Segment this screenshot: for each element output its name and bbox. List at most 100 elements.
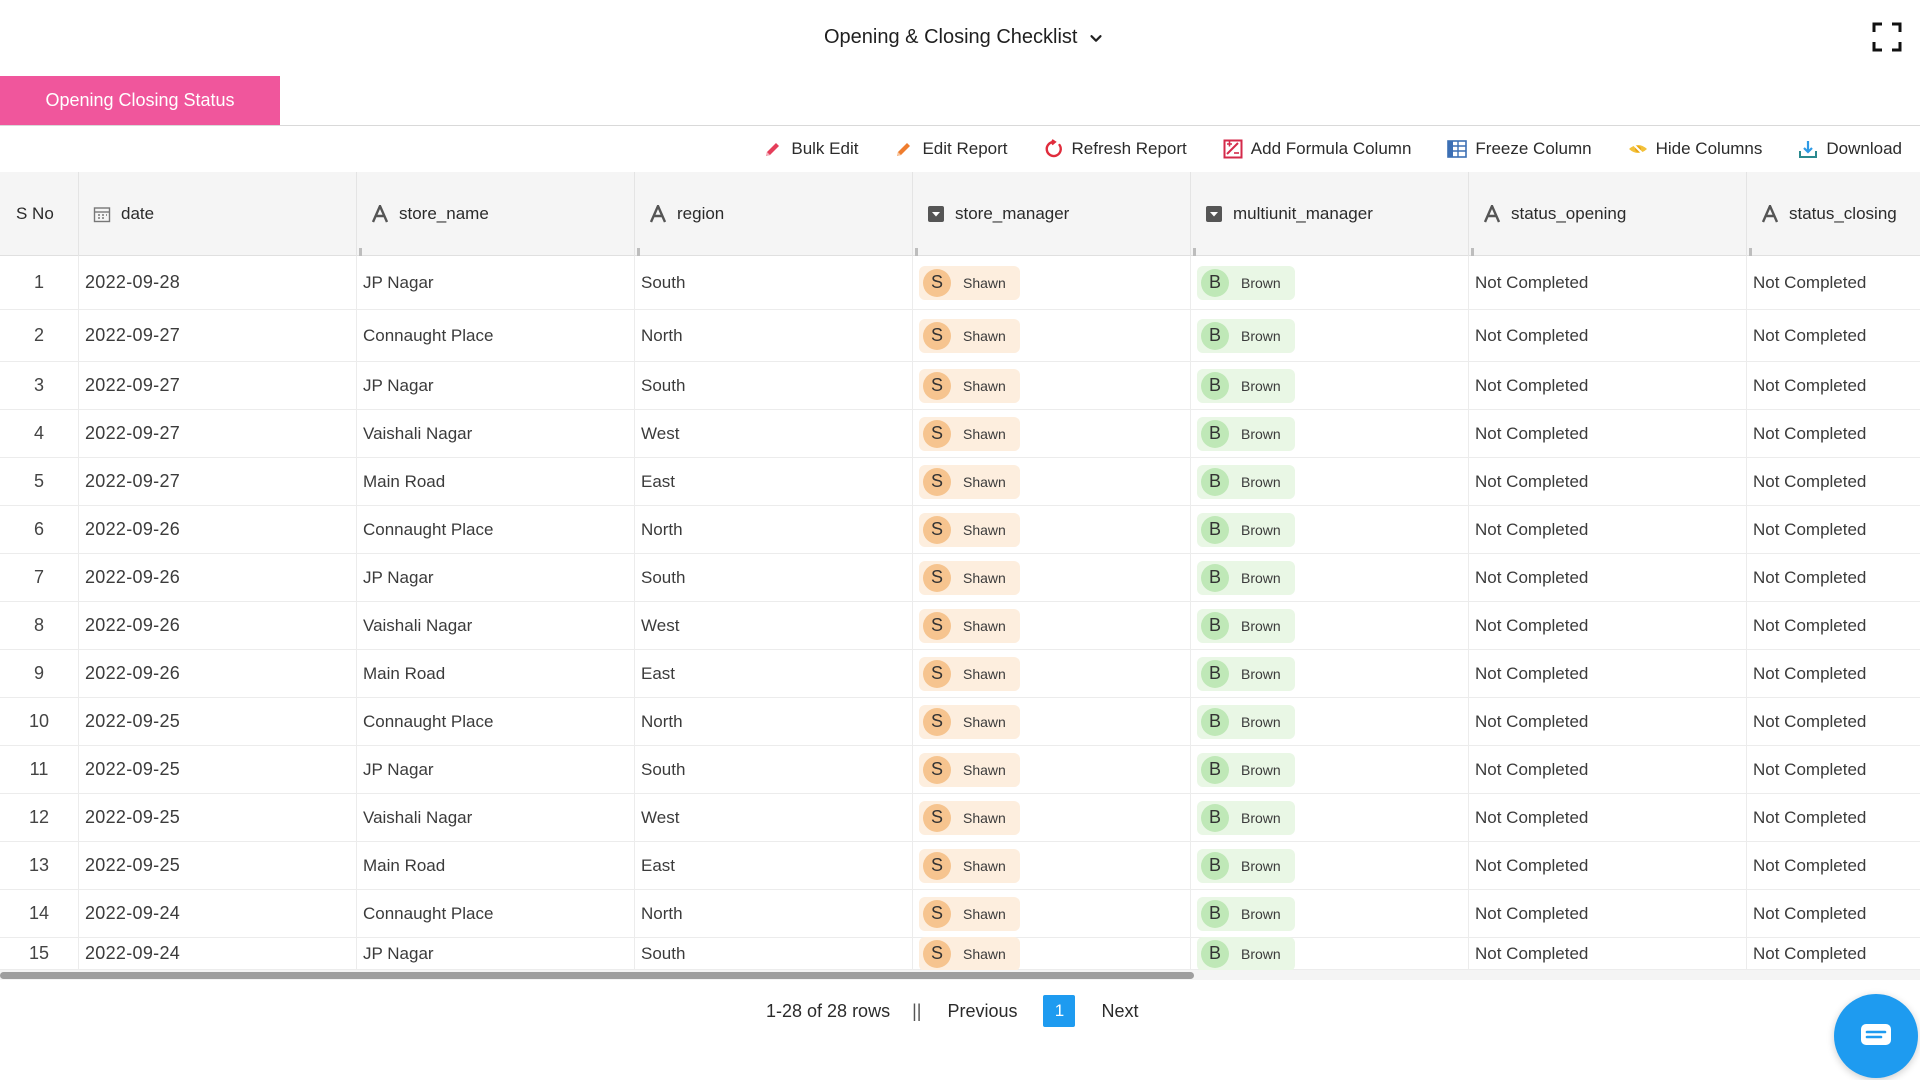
cell-store-name[interactable]: JP Nagar bbox=[356, 938, 634, 969]
table-row[interactable]: 11 2022-09-25 JP Nagar South S Shawn B Brown Not… bbox=[0, 746, 1920, 794]
cell-sno[interactable]: 8 bbox=[0, 602, 78, 649]
cell-store-manager[interactable]: S Shawn bbox=[912, 842, 1190, 889]
edit-report-button[interactable]: Edit Report bbox=[894, 139, 1008, 159]
cell-store-name[interactable]: Connaught Place bbox=[356, 698, 634, 745]
cell-store-manager[interactable]: S Shawn bbox=[912, 890, 1190, 937]
cell-sno[interactable]: 5 bbox=[0, 458, 78, 505]
cell-status-closing[interactable]: Not Completed bbox=[1746, 650, 1920, 697]
cell-store-manager[interactable]: S Shawn bbox=[912, 362, 1190, 409]
cell-store-name[interactable]: Vaishali Nagar bbox=[356, 602, 634, 649]
user-chip[interactable]: B Brown bbox=[1197, 512, 1295, 547]
cell-status-closing[interactable]: Not Completed bbox=[1746, 698, 1920, 745]
table-row[interactable]: 4 2022-09-27 Vaishali Nagar West S Shawn B Brow… bbox=[0, 410, 1920, 458]
cell-store-name[interactable]: JP Nagar bbox=[356, 362, 634, 409]
cell-region[interactable]: South bbox=[634, 362, 912, 409]
cell-multiunit-manager[interactable]: B Brown bbox=[1190, 650, 1468, 697]
cell-store-manager[interactable]: S Shawn bbox=[912, 746, 1190, 793]
column-header-status-closing[interactable]: status_closing bbox=[1746, 172, 1920, 256]
report-selector[interactable]: Opening & Closing Checklist bbox=[824, 26, 1105, 49]
user-chip[interactable]: B Brown bbox=[1197, 464, 1295, 499]
user-chip[interactable]: S Shawn bbox=[919, 656, 1020, 691]
column-resize-handle[interactable] bbox=[1471, 248, 1474, 256]
cell-date[interactable]: 2022-09-24 bbox=[78, 938, 356, 969]
column-resize-handle[interactable] bbox=[1749, 248, 1752, 256]
cell-store-name[interactable]: Main Road bbox=[356, 650, 634, 697]
cell-region[interactable]: South bbox=[634, 554, 912, 601]
user-chip[interactable]: B Brown bbox=[1197, 656, 1295, 691]
cell-region[interactable]: West bbox=[634, 602, 912, 649]
column-resize-handle[interactable] bbox=[915, 248, 918, 256]
cell-sno[interactable]: 14 bbox=[0, 890, 78, 937]
next-page-button[interactable]: Next bbox=[1101, 1000, 1139, 1021]
table-row[interactable]: 12 2022-09-25 Vaishali Nagar West S Shawn B Bro… bbox=[0, 794, 1920, 842]
cell-store-name[interactable]: Main Road bbox=[356, 458, 634, 505]
column-header-status-opening[interactable]: status_opening bbox=[1468, 172, 1746, 256]
table-row[interactable]: 10 2022-09-25 Connaught Place North S Shawn B B… bbox=[0, 698, 1920, 746]
cell-multiunit-manager[interactable]: B Brown bbox=[1190, 698, 1468, 745]
previous-page-button[interactable]: Previous bbox=[947, 1000, 1018, 1021]
table-row[interactable]: 13 2022-09-25 Main Road East S Shawn B Brown Not… bbox=[0, 842, 1920, 890]
user-chip[interactable]: S Shawn bbox=[919, 416, 1020, 451]
cell-status-closing[interactable]: Not Completed bbox=[1746, 842, 1920, 889]
cell-region[interactable]: West bbox=[634, 794, 912, 841]
table-row[interactable]: 1 2022-09-28 JP Nagar South S Shawn B Brown Not … bbox=[0, 256, 1920, 310]
tab-opening-closing-status[interactable]: Opening Closing Status bbox=[0, 76, 280, 125]
cell-store-manager[interactable]: S Shawn bbox=[912, 458, 1190, 505]
cell-sno[interactable]: 15 bbox=[0, 938, 78, 969]
cell-status-opening[interactable]: Not Completed bbox=[1468, 698, 1746, 745]
cell-multiunit-manager[interactable]: B Brown bbox=[1190, 458, 1468, 505]
cell-date[interactable]: 2022-09-27 bbox=[78, 362, 356, 409]
cell-sno[interactable]: 12 bbox=[0, 794, 78, 841]
cell-status-closing[interactable]: Not Completed bbox=[1746, 362, 1920, 409]
cell-store-name[interactable]: Vaishali Nagar bbox=[356, 410, 634, 457]
download-button[interactable]: Download bbox=[1798, 139, 1902, 159]
user-chip[interactable]: B Brown bbox=[1197, 896, 1295, 931]
cell-region[interactable]: West bbox=[634, 410, 912, 457]
column-header-store-manager[interactable]: store_manager bbox=[912, 172, 1190, 256]
column-resize-handle[interactable] bbox=[359, 248, 362, 256]
cell-status-closing[interactable]: Not Completed bbox=[1746, 602, 1920, 649]
cell-status-opening[interactable]: Not Completed bbox=[1468, 602, 1746, 649]
table-row[interactable]: 15 2022-09-24 JP Nagar South S Shawn B Brown Not… bbox=[0, 936, 1920, 971]
cell-store-name[interactable]: JP Nagar bbox=[356, 554, 634, 601]
freeze-column-button[interactable]: Freeze Column bbox=[1447, 139, 1592, 159]
cell-multiunit-manager[interactable]: B Brown bbox=[1190, 310, 1468, 361]
table-row[interactable]: 5 2022-09-27 Main Road East S Shawn B Brown Not … bbox=[0, 458, 1920, 506]
cell-date[interactable]: 2022-09-26 bbox=[78, 650, 356, 697]
cell-status-opening[interactable]: Not Completed bbox=[1468, 794, 1746, 841]
table-row[interactable]: 9 2022-09-26 Main Road East S Shawn B Brown Not … bbox=[0, 650, 1920, 698]
cell-multiunit-manager[interactable]: B Brown bbox=[1190, 554, 1468, 601]
cell-multiunit-manager[interactable]: B Brown bbox=[1190, 936, 1468, 971]
cell-status-closing[interactable]: Not Completed bbox=[1746, 938, 1920, 969]
cell-multiunit-manager[interactable]: B Brown bbox=[1190, 842, 1468, 889]
cell-sno[interactable]: 6 bbox=[0, 506, 78, 553]
cell-multiunit-manager[interactable]: B Brown bbox=[1190, 362, 1468, 409]
cell-date[interactable]: 2022-09-27 bbox=[78, 458, 356, 505]
user-chip[interactable]: S Shawn bbox=[919, 512, 1020, 547]
cell-store-name[interactable]: Connaught Place bbox=[356, 890, 634, 937]
cell-store-name[interactable]: Connaught Place bbox=[356, 310, 634, 361]
cell-status-opening[interactable]: Not Completed bbox=[1468, 938, 1746, 969]
hide-columns-button[interactable]: Hide Columns bbox=[1628, 139, 1762, 159]
table-row[interactable]: 7 2022-09-26 JP Nagar South S Shawn B Brown Not … bbox=[0, 554, 1920, 602]
cell-status-opening[interactable]: Not Completed bbox=[1468, 458, 1746, 505]
column-header-region[interactable]: region bbox=[634, 172, 912, 256]
cell-date[interactable]: 2022-09-28 bbox=[78, 256, 356, 309]
cell-status-closing[interactable]: Not Completed bbox=[1746, 506, 1920, 553]
table-row[interactable]: 14 2022-09-24 Connaught Place North S Shawn B B… bbox=[0, 890, 1920, 938]
horizontal-scrollbar-thumb[interactable] bbox=[0, 972, 1194, 979]
table-row[interactable]: 6 2022-09-26 Connaught Place North S Shawn B Br… bbox=[0, 506, 1920, 554]
user-chip[interactable]: S Shawn bbox=[919, 560, 1020, 595]
cell-multiunit-manager[interactable]: B Brown bbox=[1190, 794, 1468, 841]
column-header-store-name[interactable]: store_name bbox=[356, 172, 634, 256]
cell-status-closing[interactable]: Not Completed bbox=[1746, 554, 1920, 601]
user-chip[interactable]: S Shawn bbox=[919, 368, 1020, 403]
cell-store-manager[interactable]: S Shawn bbox=[912, 936, 1190, 971]
user-chip[interactable]: B Brown bbox=[1197, 368, 1295, 403]
user-chip[interactable]: S Shawn bbox=[919, 318, 1020, 353]
bulk-edit-button[interactable]: Bulk Edit bbox=[763, 139, 858, 159]
cell-region[interactable]: North bbox=[634, 890, 912, 937]
cell-sno[interactable]: 13 bbox=[0, 842, 78, 889]
cell-sno[interactable]: 9 bbox=[0, 650, 78, 697]
cell-store-manager[interactable]: S Shawn bbox=[912, 794, 1190, 841]
